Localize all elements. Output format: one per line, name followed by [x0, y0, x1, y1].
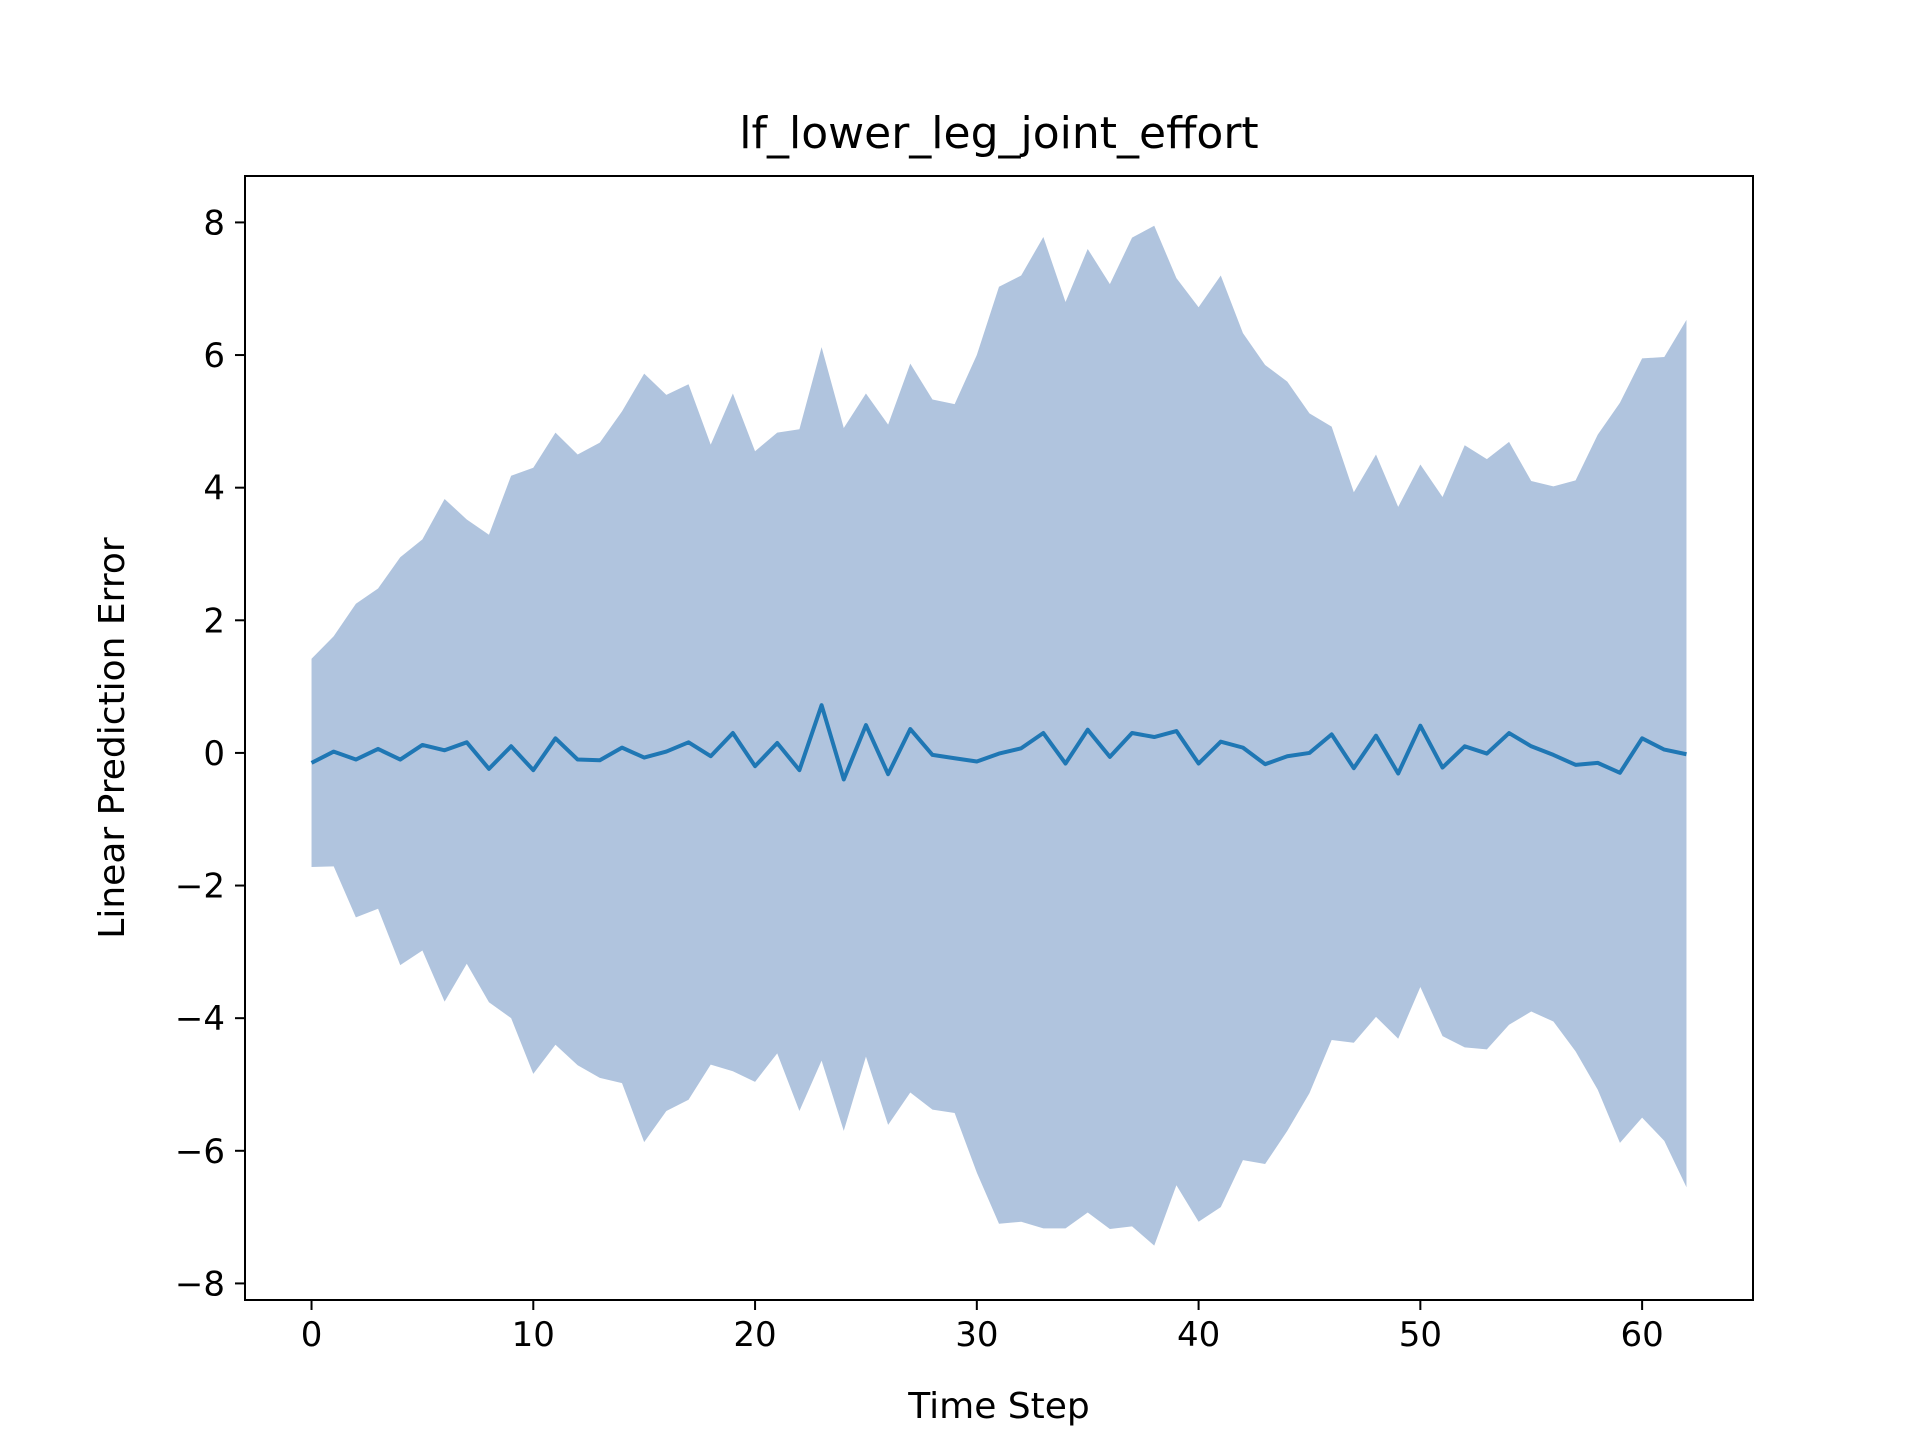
x-tick-label: 40: [1177, 1315, 1220, 1355]
x-tick-label: 50: [1399, 1315, 1442, 1355]
x-tick-label: 20: [733, 1315, 776, 1355]
y-tick-label: 8: [203, 203, 225, 243]
confidence-band: [311, 225, 1687, 1246]
y-axis-ticks: −8 −6 −4 −2 0 2 4 6 8: [175, 203, 245, 1304]
x-axis-ticks: 0 10 20 30 40 50 60: [301, 1300, 1664, 1355]
y-tick-label: −8: [175, 1264, 225, 1304]
y-axis-label: Linear Prediction Error: [92, 537, 133, 939]
y-tick-label: 2: [203, 601, 225, 641]
plot-frame: [244, 175, 1754, 1301]
x-tick-label: 30: [955, 1315, 998, 1355]
series-line-0: [310, 703, 1687, 782]
y-tick-label: −6: [175, 1132, 225, 1172]
y-tick-label: 0: [203, 734, 225, 774]
series-line-layer: [310, 703, 1687, 782]
x-axis-label: Time Step: [907, 1386, 1090, 1427]
x-tick-label: 0: [301, 1315, 323, 1355]
confidence-band-layer: [311, 225, 1687, 1246]
x-tick-label: 60: [1620, 1315, 1663, 1355]
x-tick-label: 10: [512, 1315, 555, 1355]
y-tick-label: −2: [175, 867, 225, 907]
y-tick-label: 4: [203, 469, 225, 509]
y-tick-label: −4: [175, 999, 225, 1039]
y-tick-label: 6: [203, 336, 225, 376]
chart-title: lf_lower_leg_joint_effort: [739, 108, 1258, 159]
